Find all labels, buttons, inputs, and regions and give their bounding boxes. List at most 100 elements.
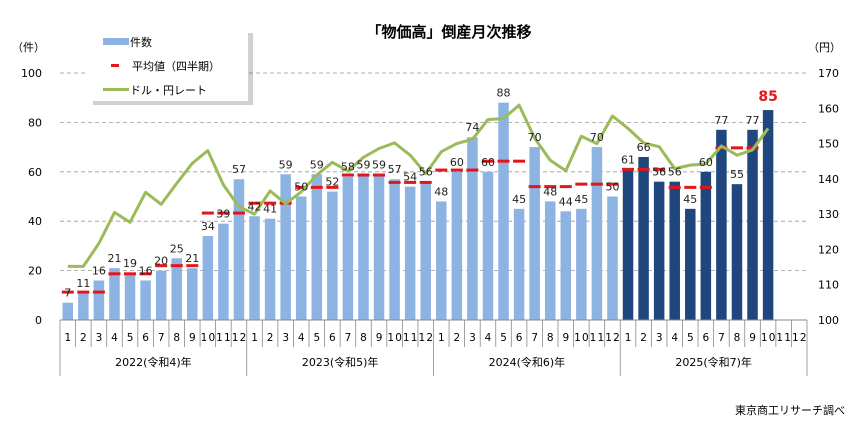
month-label: 10 <box>574 332 589 344</box>
bar <box>233 179 245 320</box>
bar-value-label: 50 <box>294 181 308 194</box>
average-mark <box>622 167 635 171</box>
month-label: 12 <box>605 332 620 344</box>
average-mark <box>170 264 183 268</box>
bar-value-label: 58 <box>341 161 355 174</box>
average-mark <box>481 159 494 163</box>
bar-value-label: 60 <box>450 156 464 169</box>
month-label: 2 <box>267 332 274 344</box>
bar-value-label: 41 <box>263 203 277 216</box>
bar-value-label: 59 <box>372 158 386 171</box>
month-label: 12 <box>232 332 247 344</box>
bar <box>202 236 214 320</box>
month-label: 7 <box>345 332 352 344</box>
month-label: 6 <box>142 332 149 344</box>
year-label: 2024(令和6)年 <box>489 355 566 369</box>
bar <box>373 174 385 320</box>
average-mark <box>357 173 370 177</box>
bar <box>155 270 167 320</box>
bar-value-label: 55 <box>730 168 744 181</box>
month-label: 11 <box>403 332 418 344</box>
bar-value-label: 56 <box>652 166 666 179</box>
average-mark <box>668 185 681 189</box>
bar <box>731 184 743 320</box>
month-label: 5 <box>313 332 320 344</box>
legend-swatch-average <box>111 64 119 67</box>
month-label: 1 <box>438 332 445 344</box>
bar <box>700 171 712 320</box>
average-mark <box>201 211 214 215</box>
month-label: 6 <box>329 332 336 344</box>
bar <box>109 268 120 320</box>
bar-value-label: 39 <box>216 208 230 221</box>
bar <box>311 174 323 320</box>
bar <box>762 110 774 320</box>
month-label: 9 <box>749 332 756 344</box>
month-label: 10 <box>387 332 402 344</box>
average-mark <box>637 167 650 171</box>
month-label: 5 <box>687 332 694 344</box>
average-mark <box>108 272 121 276</box>
month-label: 5 <box>127 332 134 344</box>
year-label: 2022(令和4)年 <box>115 355 192 369</box>
bar-value-label: 16 <box>139 264 153 277</box>
right-tick-label: 100 <box>818 314 839 327</box>
bar-value-label: 34 <box>201 220 215 233</box>
bar-value-label: 44 <box>559 195 573 208</box>
average-mark <box>373 173 386 177</box>
legend-label-rate: ドル・円レート <box>130 84 207 97</box>
bar <box>404 186 416 320</box>
bar-value-label: 50 <box>605 181 619 194</box>
average-mark <box>575 182 588 186</box>
bar <box>280 174 291 320</box>
bar-value-label: 45 <box>512 193 526 206</box>
bar-value-label: 59 <box>310 158 324 171</box>
bar <box>327 191 338 320</box>
average-mark <box>92 290 105 294</box>
month-label: 9 <box>189 332 196 344</box>
bar <box>498 102 509 320</box>
legend-swatch-rate <box>103 88 129 91</box>
bar-value-label: 48 <box>434 185 448 198</box>
bar-value-label: 56 <box>668 166 682 179</box>
month-label: 8 <box>547 332 554 344</box>
left-tick-label: 60 <box>28 166 42 179</box>
month-label: 3 <box>282 332 289 344</box>
average-mark <box>186 264 199 268</box>
bar <box>560 211 572 320</box>
average-mark <box>404 180 417 184</box>
month-label: 3 <box>96 332 103 344</box>
average-mark <box>528 185 541 189</box>
bar <box>218 223 229 320</box>
bar-value-label: 77 <box>746 114 760 127</box>
average-mark <box>326 185 339 189</box>
month-label: 5 <box>500 332 507 344</box>
bar-value-label: 60 <box>481 156 495 169</box>
month-label: 8 <box>734 332 741 344</box>
month-label: 9 <box>376 332 383 344</box>
month-label: 8 <box>360 332 367 344</box>
average-mark <box>232 211 245 215</box>
average-mark <box>388 180 401 184</box>
year-label: 2025(令和7)年 <box>675 355 752 369</box>
bar-value-label: 21 <box>107 252 121 265</box>
bar-value-label: 56 <box>419 166 433 179</box>
bar <box>249 216 260 320</box>
month-label: 3 <box>469 332 476 344</box>
average-mark <box>497 159 510 163</box>
month-label: 4 <box>298 332 305 344</box>
month-label: 10 <box>761 332 776 344</box>
bar-value-label: 21 <box>185 252 199 265</box>
bar-value-label: 11 <box>76 277 90 290</box>
bar-value-label: 57 <box>388 163 402 176</box>
average-mark <box>466 168 479 172</box>
month-label: 6 <box>703 332 710 344</box>
month-label: 4 <box>485 332 492 344</box>
month-label: 7 <box>531 332 538 344</box>
bar-value-label: 70 <box>528 131 542 144</box>
month-label: 11 <box>590 332 605 344</box>
average-mark <box>590 182 603 186</box>
bar <box>685 208 696 320</box>
bar <box>467 137 478 320</box>
